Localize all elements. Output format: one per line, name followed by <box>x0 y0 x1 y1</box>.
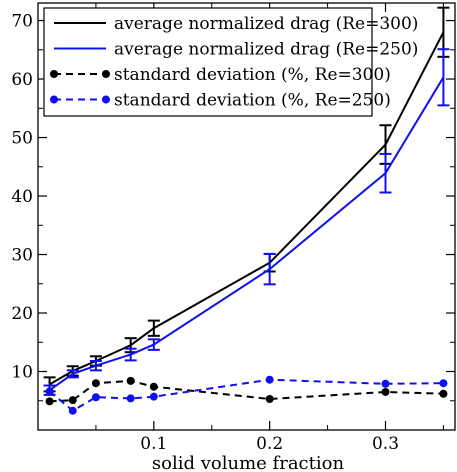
x-axis-title: solid volume fraction <box>152 453 345 472</box>
data-point <box>45 397 54 406</box>
data-point <box>68 396 77 405</box>
data-point <box>265 375 274 384</box>
data-point <box>91 393 100 402</box>
legend-label: standard deviation (%, Re=250) <box>114 91 391 111</box>
data-point <box>149 392 158 401</box>
plot-area: 10 20 30 40 50 60 70 0.1 0.2 0.3 <box>11 2 456 454</box>
data-point <box>126 376 135 385</box>
data-point <box>45 387 54 396</box>
y-tick-label: 20 <box>11 304 33 324</box>
x-tick-label: 0.2 <box>256 434 283 454</box>
y-tick-label: 40 <box>11 187 33 207</box>
legend: average normalized drag (Re=300) average … <box>43 7 418 117</box>
legend-swatch-marker <box>102 95 110 104</box>
legend-swatch-marker <box>50 95 58 104</box>
data-point <box>381 379 390 388</box>
y-tick-label: 70 <box>11 12 33 32</box>
x-tick-label: 0.1 <box>140 434 167 454</box>
series-line-1 <box>49 31 445 386</box>
data-point <box>439 389 448 398</box>
data-point <box>381 387 390 396</box>
legend-label: average normalized drag (Re=300) <box>114 14 418 34</box>
y-tick-label: 10 <box>11 363 33 383</box>
x-tick-label: 0.3 <box>372 434 399 454</box>
data-point <box>265 394 274 403</box>
legend-swatch-marker <box>102 70 110 78</box>
data-point <box>68 406 77 415</box>
data-point <box>149 382 158 391</box>
y-tick-label: 30 <box>11 246 33 266</box>
series-line-3 <box>49 379 444 403</box>
legend-label: average normalized drag (Re=250) <box>114 40 418 60</box>
legend-swatch-marker <box>50 70 58 78</box>
data-point <box>91 379 100 388</box>
y-tick-label: 50 <box>11 129 33 149</box>
series-line-2 <box>49 76 445 392</box>
series-line-4 <box>48 378 444 412</box>
data-point <box>126 394 135 403</box>
plot-frame <box>37 2 456 431</box>
data-point <box>439 379 448 388</box>
legend-label: standard deviation (%, Re=300) <box>114 65 391 85</box>
legend-box <box>43 7 373 117</box>
y-tick-label: 60 <box>11 70 33 90</box>
